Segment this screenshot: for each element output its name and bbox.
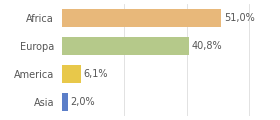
Bar [62,93,68,111]
Bar [62,65,81,83]
Bar [62,37,189,55]
Text: 2,0%: 2,0% [70,97,95,107]
Bar [62,9,221,27]
Text: 51,0%: 51,0% [224,13,255,23]
Text: 6,1%: 6,1% [83,69,108,79]
Text: 40,8%: 40,8% [192,41,222,51]
